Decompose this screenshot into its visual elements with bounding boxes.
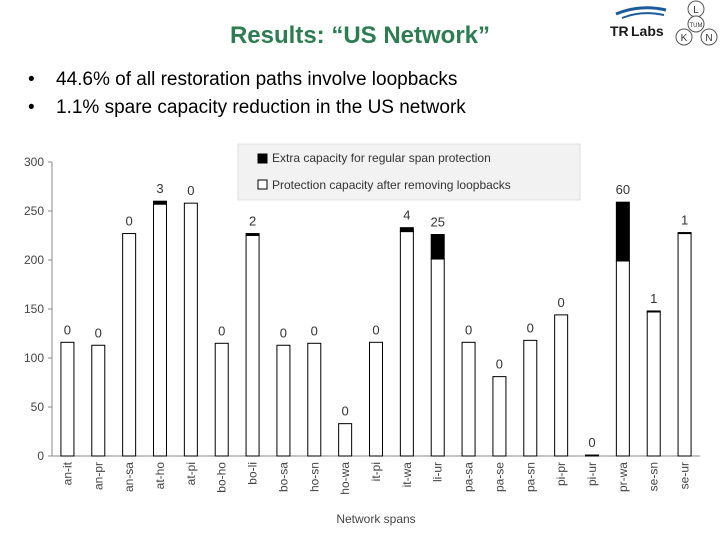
bar-data-label: 60 — [616, 182, 630, 197]
bar-protection-capacity — [646, 311, 661, 457]
bar-protection-capacity — [60, 341, 75, 457]
x-tick-label: li-ur — [431, 462, 445, 482]
bar-extra-capacity — [677, 232, 692, 235]
bar-data-label: 25 — [430, 215, 444, 230]
bar-data-label: 0 — [465, 322, 472, 337]
legend-label-extra: Extra capacity for regular span protecti… — [272, 151, 491, 165]
x-tick-label: bo-li — [246, 462, 260, 485]
bar-data-label: 3 — [156, 181, 163, 196]
x-axis-label: Network spans — [336, 512, 415, 526]
bar-protection-capacity — [677, 233, 692, 457]
logo-letter-tum: TUM — [690, 23, 703, 29]
x-tick-label: it-wa — [400, 462, 414, 488]
x-tick-label: an-pr — [91, 462, 105, 490]
bar-data-label: 0 — [372, 322, 379, 337]
y-tick-label: 0 — [37, 449, 44, 463]
x-tick-label: at-pi — [184, 462, 198, 485]
bar-protection-capacity — [523, 339, 538, 457]
x-tick-label: ho-sn — [307, 462, 321, 492]
x-tick-label: pi-ur — [585, 462, 599, 486]
bar-data-label: 0 — [218, 323, 225, 338]
x-tick-label: pr-wa — [616, 462, 630, 492]
bar-data-label: 0 — [126, 214, 133, 229]
bar-data-label: 4 — [403, 208, 410, 223]
bar-protection-capacity — [91, 344, 106, 457]
bar-chart: 0501001502002503000an-it0an-pr0an-sa3at-… — [24, 143, 700, 526]
x-tick-label: pi-pr — [554, 462, 568, 486]
y-tick-label: 100 — [24, 351, 44, 365]
x-tick-label: pa-se — [492, 462, 506, 492]
bar-data-label: 2 — [249, 214, 256, 229]
bar-protection-capacity — [122, 233, 137, 457]
logo-letter-n: N — [705, 33, 712, 44]
y-tick-label: 50 — [31, 400, 45, 414]
bar-protection-capacity — [399, 231, 414, 457]
bar-protection-capacity — [338, 423, 353, 457]
bar-protection-capacity — [183, 202, 198, 457]
bar-data-label: 0 — [558, 295, 565, 310]
bar-protection-capacity — [276, 344, 291, 457]
bar-data-label: 0 — [311, 323, 318, 338]
bullet-item: 44.6% of all restoration paths involve l… — [28, 66, 466, 94]
y-tick-label: 200 — [24, 253, 44, 267]
bar-protection-capacity — [245, 235, 260, 457]
x-tick-label: bo-ho — [215, 462, 229, 493]
bar-protection-capacity — [461, 341, 476, 457]
trlabs-tum-logo: TR Labs L TUM K N — [610, 0, 718, 46]
x-tick-label: pa-sa — [462, 462, 476, 492]
x-tick-label: an-it — [60, 461, 74, 485]
legend-swatch-protection — [257, 179, 268, 190]
bar-data-label: 0 — [280, 325, 287, 340]
bar-extra-capacity — [615, 201, 630, 262]
bar-data-label: 0 — [496, 357, 503, 372]
bar-data-label: 0 — [187, 183, 194, 198]
x-tick-label: pa-sn — [523, 462, 537, 492]
bar-data-label: 0 — [588, 435, 595, 450]
bar-extra-capacity — [646, 310, 661, 313]
bar-extra-capacity — [245, 233, 260, 236]
x-tick-label: at-ho — [153, 462, 167, 490]
bar-protection-capacity — [492, 376, 507, 457]
bar-extra-capacity — [399, 227, 414, 233]
logo-letter-k: K — [681, 33, 688, 44]
bar-protection-capacity — [615, 260, 630, 457]
bullet-list: 44.6% of all restoration paths involve l… — [28, 66, 466, 122]
bar-protection-capacity — [554, 314, 569, 457]
x-tick-label: se-ur — [678, 462, 692, 489]
bar-protection-capacity — [369, 341, 383, 457]
y-tick-label: 150 — [24, 302, 44, 316]
logo-labs-text: Labs — [631, 23, 664, 39]
x-tick-label: an-sa — [122, 462, 136, 492]
logo-letter-l: L — [693, 5, 699, 16]
bar-extra-capacity — [153, 200, 167, 205]
bar-data-label: 1 — [681, 213, 688, 228]
bar-protection-capacity — [214, 342, 229, 457]
bar-protection-capacity — [153, 203, 167, 457]
x-tick-label: bo-sa — [276, 462, 290, 492]
slide-title: Results: “US Network” — [229, 22, 491, 49]
x-tick-label: ho-wa — [338, 462, 352, 495]
y-tick-label: 300 — [24, 155, 44, 169]
bullet-item: 1.1% spare capacity reduction in the US … — [28, 94, 466, 122]
bar-data-label: 0 — [64, 322, 71, 337]
bar-protection-capacity — [430, 258, 445, 457]
bar-extra-capacity — [430, 234, 445, 260]
bar-data-label: 0 — [95, 325, 102, 340]
legend-swatch-extra — [257, 153, 268, 164]
x-tick-label: it-pi — [369, 462, 383, 481]
bar-protection-capacity — [585, 454, 599, 457]
x-tick-label: se-sn — [647, 462, 661, 491]
y-tick-label: 250 — [24, 204, 44, 218]
legend-label-protection: Protection capacity after removing loopb… — [272, 178, 511, 192]
bar-protection-capacity — [307, 342, 322, 457]
bar-data-label: 0 — [527, 320, 534, 335]
bar-data-label: 1 — [650, 291, 657, 306]
logo-tr-text: TR — [610, 23, 629, 39]
legend-box — [237, 143, 581, 201]
bar-data-label: 0 — [342, 404, 349, 419]
